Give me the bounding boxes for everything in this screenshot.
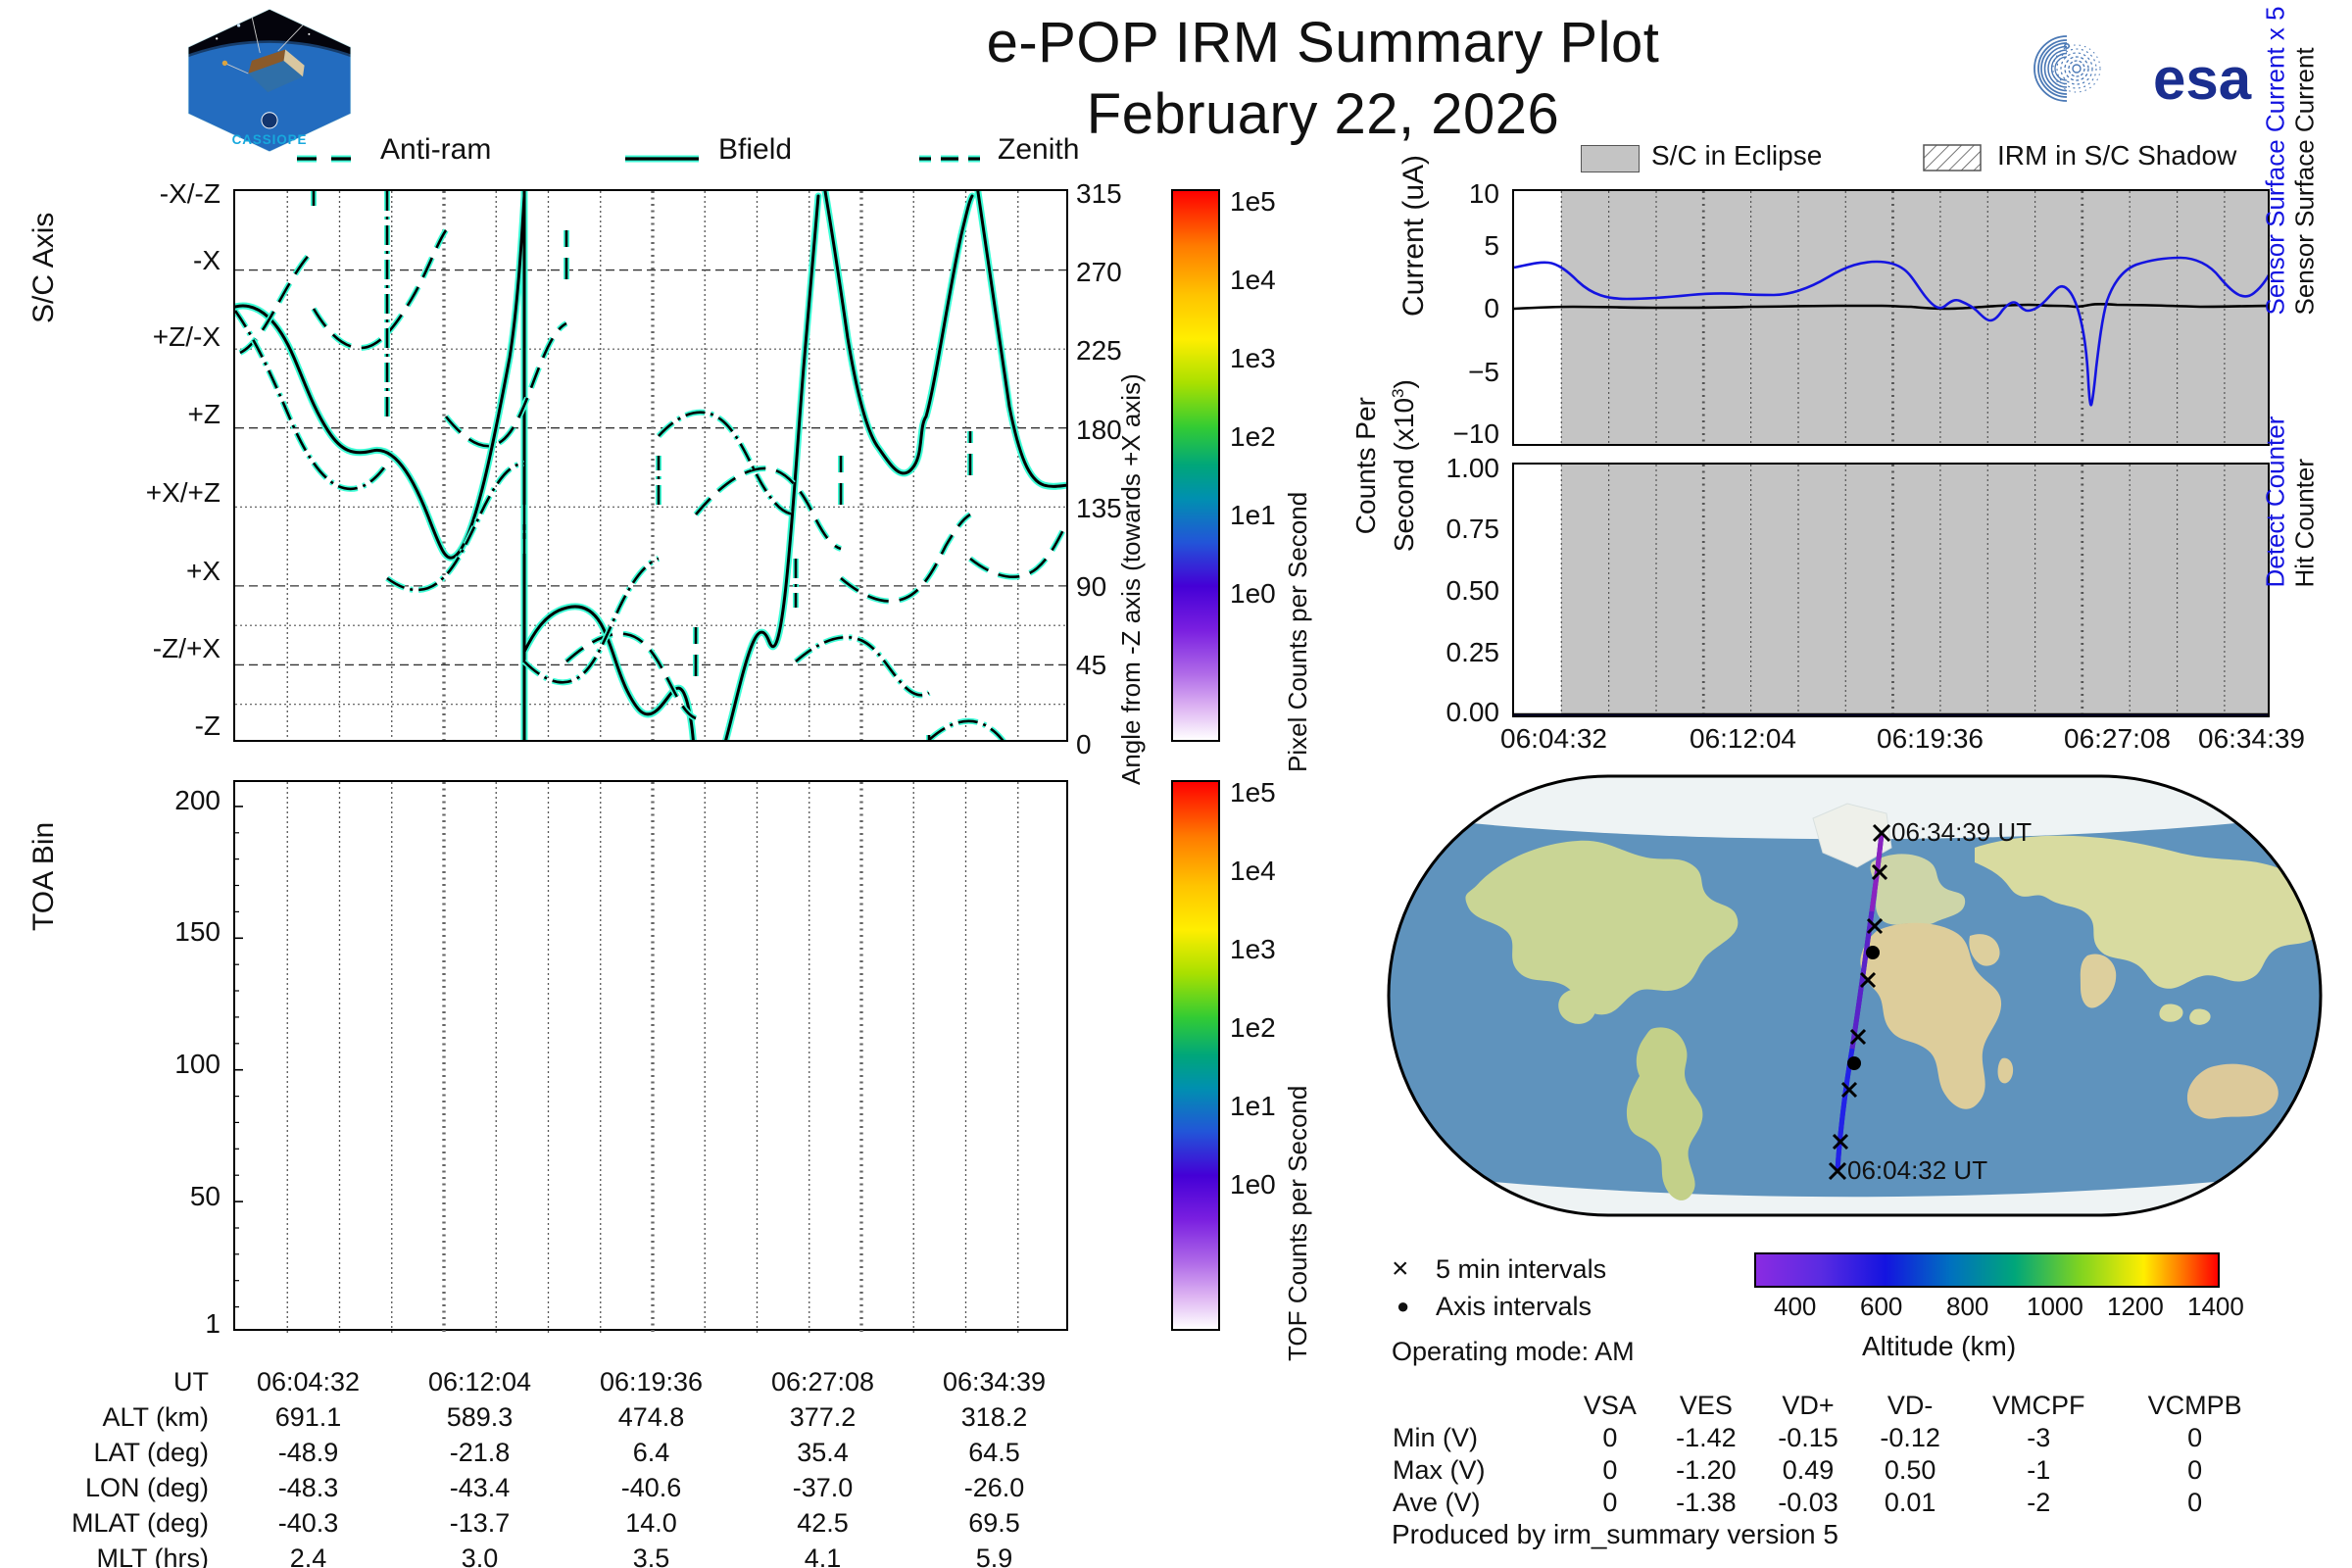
svg-text:esa: esa (2153, 46, 2252, 112)
svg-text:06:34:39 UT: 06:34:39 UT (1891, 817, 2032, 847)
svg-text:06:04:32 UT: 06:04:32 UT (1847, 1155, 1987, 1185)
